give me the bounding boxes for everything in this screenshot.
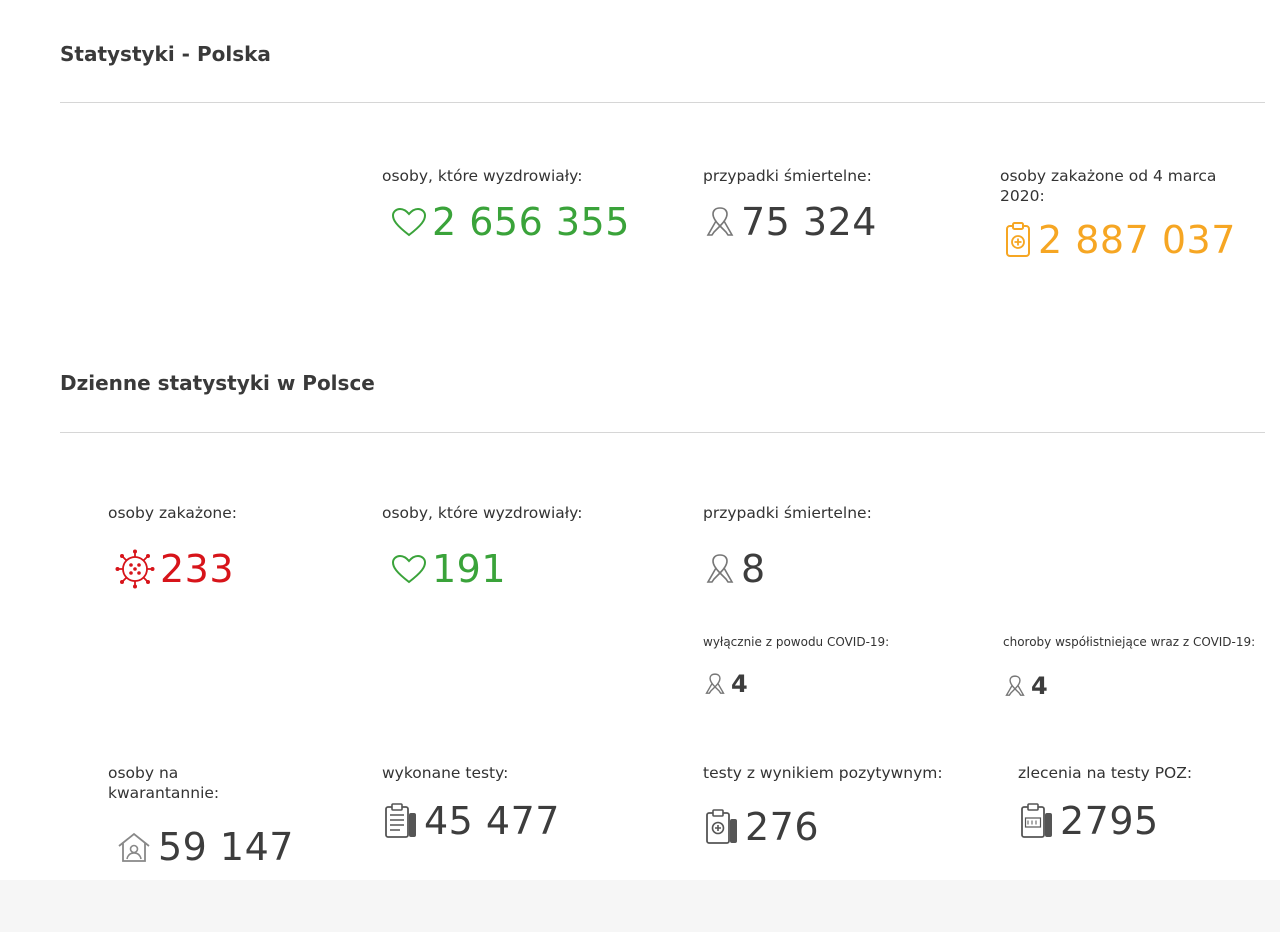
test-positive-icon [703,807,741,847]
section-divider [60,102,1265,103]
positive-tests-value: 276 [745,805,820,849]
deaths-comorbid-label: choroby współistniejące wraz z COVID-19: [1003,635,1256,649]
clipboard-medical-icon [1000,220,1034,260]
ribbon-icon [1003,673,1027,699]
daily-infected-stat: osoby zakażone: 233 [108,503,348,591]
daily-recovered-stat: osoby, które wyzdrowiały: 191 [382,503,662,591]
section-title-daily: Dzienne statystyki w Polsce [60,371,375,395]
poz-orders-value: 2795 [1060,799,1159,843]
positive-tests-label: testy z wynikiem pozytywnym: [703,764,943,782]
daily-infected-label: osoby zakażone: [108,504,238,522]
section-divider [60,432,1265,433]
daily-deaths-label: przypadki śmiertelne: [703,504,872,522]
quarantine-stat: osoby na kwarantannie: 59 147 [108,763,293,869]
ribbon-icon [703,204,737,240]
deaths-comorbid-value: 4 [1031,672,1049,700]
quarantine-value: 59 147 [158,825,294,869]
tests-value: 45 477 [424,799,560,843]
total-recovered-label: osoby, które wyzdrowiały: [382,167,583,185]
total-infected-stat: osoby zakażone od 4 marca 2020: 2 887 03… [1000,166,1265,262]
house-person-icon [114,830,154,864]
deaths-covid-only-value: 4 [731,670,749,698]
daily-infected-value: 233 [160,547,235,591]
section-title-poland: Statystyki - Polska [60,42,271,66]
total-infected-label: osoby zakażone od 4 marca 2020: [1000,167,1217,205]
test-clipboard-icon [382,801,420,841]
daily-recovered-label: osoby, które wyzdrowiały: [382,504,583,522]
total-infected-value: 2 887 037 [1038,218,1236,262]
heart-icon [390,553,428,585]
poz-orders-stat: zlecenia na testy POZ: 2795 [1018,763,1263,843]
ribbon-icon [703,671,727,697]
quarantine-label: osoby na kwarantannie: [108,764,220,802]
total-deaths-value: 75 324 [741,200,877,244]
total-deaths-stat: przypadki śmiertelne: 75 324 [703,166,963,244]
heart-icon [390,206,428,238]
poz-orders-label: zlecenia na testy POZ: [1018,764,1193,782]
deaths-covid-only-stat: wyłącznie z powodu COVID-19: 4 [703,634,963,698]
total-recovered-stat: osoby, które wyzdrowiały: 2 656 355 [382,166,662,244]
tests-label: wykonane testy: [382,764,509,782]
daily-deaths-value: 8 [741,547,766,591]
page-bottom-background [0,880,1280,932]
deaths-comorbid-stat: choroby współistniejące wraz z COVID-19:… [1003,634,1263,700]
daily-recovered-value: 191 [432,547,507,591]
virus-icon [114,548,156,590]
daily-deaths-stat: przypadki śmiertelne: 8 [703,503,963,591]
poz-test-icon [1018,801,1056,841]
positive-tests-stat: testy z wynikiem pozytywnym: 276 [703,763,963,849]
tests-stat: wykonane testy: 45 477 [382,763,642,843]
deaths-covid-only-label: wyłącznie z powodu COVID-19: [703,635,890,649]
total-recovered-value: 2 656 355 [432,200,630,244]
ribbon-icon [703,551,737,587]
total-deaths-label: przypadki śmiertelne: [703,167,872,185]
